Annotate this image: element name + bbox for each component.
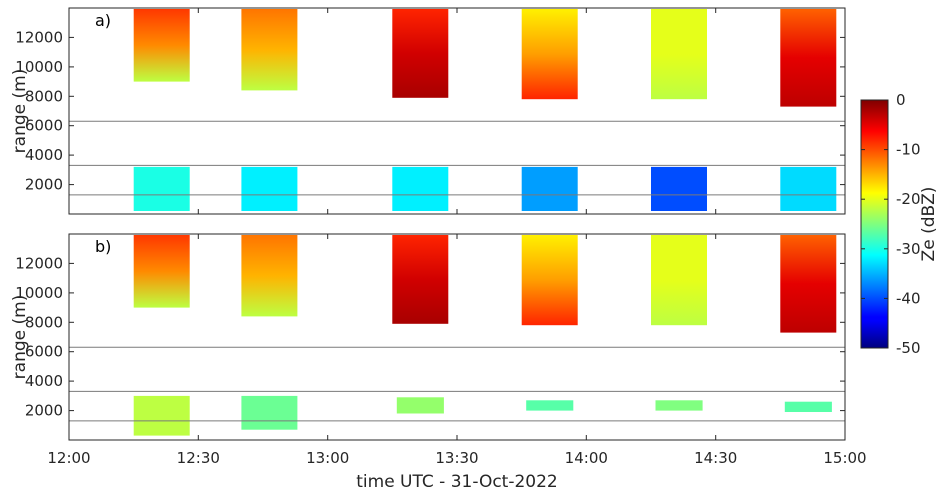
panel-a-label: a): [95, 11, 111, 30]
panel-b-upper-echo-2: [241, 235, 298, 317]
panel-a-x-ticks: [68, 8, 846, 214]
panel-b-lower-echo-5: [655, 400, 703, 411]
colorbar-title: Ze (dBZ): [919, 187, 939, 262]
panel-a-upper-echo-3: [392, 9, 449, 98]
panel-b-y-axis-title: range (m): [10, 295, 30, 380]
panel-b-upper-echo-3: [392, 235, 449, 324]
panel-a-lower-echo-1: [133, 166, 190, 211]
panel-b-range-lines: [69, 346, 845, 422]
panel-a-lower-echo-3: [392, 166, 449, 211]
colorbar: 0 -10 -20 -30 -40 -50 Ze (dBZ): [860, 91, 939, 357]
panel-b-upper-echo-1: [133, 235, 190, 308]
panel-b-x-ticks: 12:00 12:30 13:00 13:30 14:00 14:30 15:00: [47, 234, 867, 467]
panel-a-y-tick-label: 12000: [15, 28, 63, 46]
colorbar-tick-label: -30: [896, 240, 921, 258]
panel-b-lower-echo-2: [241, 395, 298, 430]
colorbar-tick-label: -50: [896, 339, 921, 357]
panel-b-y-tick-label: 2000: [25, 402, 63, 420]
colorbar-tick-label: -20: [896, 190, 921, 208]
panel-b-x-tick-label: 13:00: [306, 449, 349, 467]
panel-b-x-tick-label: 13:30: [435, 449, 478, 467]
panel-a-y-tick-label: 10000: [15, 58, 63, 76]
panel-a-y-ticks: 2000 4000 6000 8000 10000 12000: [15, 28, 845, 194]
panel-a-upper-echo-4: [521, 9, 578, 100]
panel-b-data-blocks: [133, 235, 837, 436]
panel-b-y-tick-label: 8000: [25, 313, 63, 331]
panel-b-x-tick-label: 15:00: [823, 449, 866, 467]
panel-b-lower-echo-6: [784, 401, 832, 412]
panel-a-data-blocks: [133, 9, 837, 211]
colorbar-tick-label: 0: [896, 91, 906, 109]
panel-a-lower-echo-2: [241, 166, 298, 211]
panel-b-x-tick-label: 12:30: [177, 449, 220, 467]
panel-b-y-ticks: 2000 4000 6000 8000 10000 12000: [15, 254, 845, 420]
colorbar-tick-label: -40: [896, 289, 921, 307]
panel-b-upper-echo-6: [780, 235, 837, 333]
panel-b-y-tick-label: 12000: [15, 254, 63, 272]
panel-a-lower-echo-4: [521, 166, 578, 211]
x-axis-title: time UTC - 31-Oct-2022: [356, 472, 558, 490]
panel-a-lower-echo-6: [780, 166, 837, 211]
panel-a-upper-echo-2: [241, 9, 298, 91]
panel-b-x-tick-label: 14:30: [694, 449, 737, 467]
colorbar-gradient: [860, 99, 889, 349]
panel-a-upper-echo-1: [133, 9, 190, 82]
panel-b-y-tick-label: 6000: [25, 343, 63, 361]
panel-b-y-tick-label: 4000: [25, 372, 63, 390]
panel-b-lower-echo-4: [526, 400, 574, 411]
panel-a-upper-echo-6: [780, 9, 837, 107]
panel-b-label: b): [95, 237, 111, 256]
colorbar-ticks: 0 -10 -20 -30 -40 -50: [861, 91, 921, 357]
panel-a-y-tick-label: 4000: [25, 146, 63, 164]
panel-a-y-tick-label: 2000: [25, 176, 63, 194]
panel-b-upper-echo-5: [651, 235, 707, 326]
panel-a-y-axis-title: range (m): [10, 69, 30, 154]
panel-a-lower-echo-5: [651, 166, 707, 211]
panel-a-y-tick-label: 8000: [25, 87, 63, 105]
panel-b-x-tick-label: 14:00: [565, 449, 608, 467]
colorbar-tick-label: -10: [896, 141, 921, 159]
panel-a-upper-echo-5: [651, 9, 707, 100]
panel-a-range-lines: [69, 120, 845, 196]
panel-b-lower-echo-3: [396, 397, 444, 414]
panel-b-y-tick-label: 10000: [15, 284, 63, 302]
panel-a: 2000 4000 6000 8000 10000 12000 a) range (m): [10, 7, 846, 215]
panel-b: 2000 4000 6000 8000 10000 12000 12:00 12:30 13:…: [10, 233, 867, 490]
panel-b-x-tick-label: 12:00: [47, 449, 90, 467]
panel-b-lower-echo-1: [133, 395, 190, 436]
panel-b-upper-echo-4: [521, 235, 578, 326]
panel-a-y-tick-label: 6000: [25, 117, 63, 135]
